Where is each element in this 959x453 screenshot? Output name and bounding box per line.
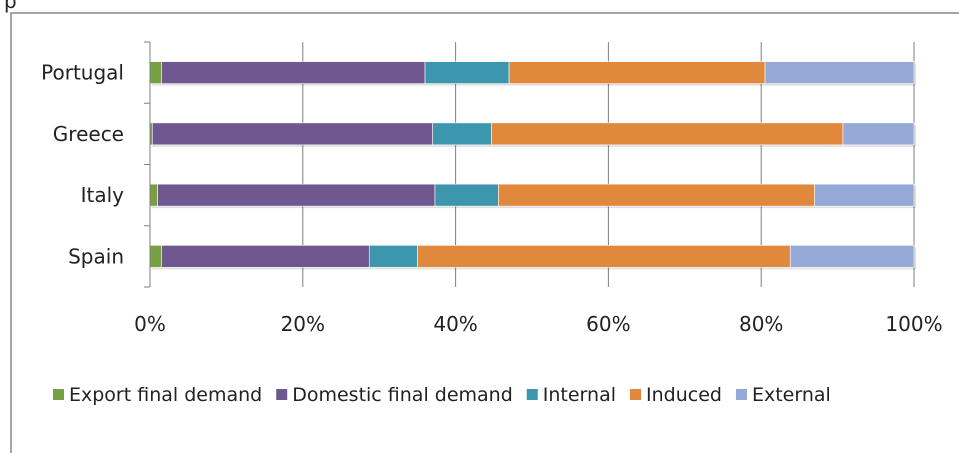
bar-segment bbox=[424, 61, 510, 84]
bar-segment bbox=[149, 245, 162, 268]
x-tick-label: 60% bbox=[586, 312, 630, 336]
y-tick-label: Italy bbox=[81, 183, 125, 207]
x-tick-label: 20% bbox=[281, 312, 325, 336]
bar-layer bbox=[149, 61, 916, 270]
legend-swatch bbox=[276, 389, 288, 400]
chart-border bbox=[10, 12, 959, 453]
bar-segment bbox=[842, 122, 915, 146]
x-tick-label: 100% bbox=[885, 312, 942, 336]
bar-segment bbox=[434, 183, 499, 207]
axis-layer: 0% 20% 40% 60% 80% 100% Portugal Greece Italy Spa… bbox=[41, 41, 943, 336]
x-tick-label: 40% bbox=[433, 312, 477, 336]
bar-segment bbox=[789, 245, 915, 268]
bar-segment bbox=[368, 245, 418, 268]
y-tick-label: Spain bbox=[68, 244, 124, 268]
y-tick-label: Portugal bbox=[41, 61, 124, 85]
bar-segment bbox=[498, 183, 815, 207]
bar-segment bbox=[157, 183, 436, 207]
legend: Export final demand Domestic final demand… bbox=[53, 384, 831, 406]
legend-label: Induced bbox=[646, 384, 722, 406]
bar-segment bbox=[814, 183, 915, 207]
bar-segment bbox=[764, 61, 915, 84]
bar-segment bbox=[432, 122, 492, 146]
x-tick-label: 80% bbox=[739, 312, 783, 336]
bar-segment bbox=[491, 122, 844, 146]
legend-label: Domestic final demand bbox=[292, 384, 513, 406]
legend-swatch bbox=[630, 389, 641, 400]
bar-segment bbox=[149, 183, 158, 207]
bar-segment bbox=[161, 61, 426, 84]
legend-label: Internal bbox=[543, 384, 616, 406]
top-label: p bbox=[4, 0, 17, 13]
legend-swatch bbox=[526, 389, 538, 400]
bar-segment bbox=[161, 245, 370, 268]
bar-segment bbox=[149, 61, 162, 84]
legend-label: External bbox=[752, 384, 831, 406]
bar-segment bbox=[417, 245, 791, 268]
y-tick-label: Greece bbox=[53, 122, 124, 146]
bar-segment bbox=[508, 61, 766, 84]
bar-segment bbox=[151, 122, 433, 146]
legend-label: Export final demand bbox=[69, 384, 262, 406]
legend-swatch bbox=[735, 389, 747, 400]
x-tick-label: 0% bbox=[134, 312, 166, 336]
legend-swatch bbox=[53, 389, 64, 400]
